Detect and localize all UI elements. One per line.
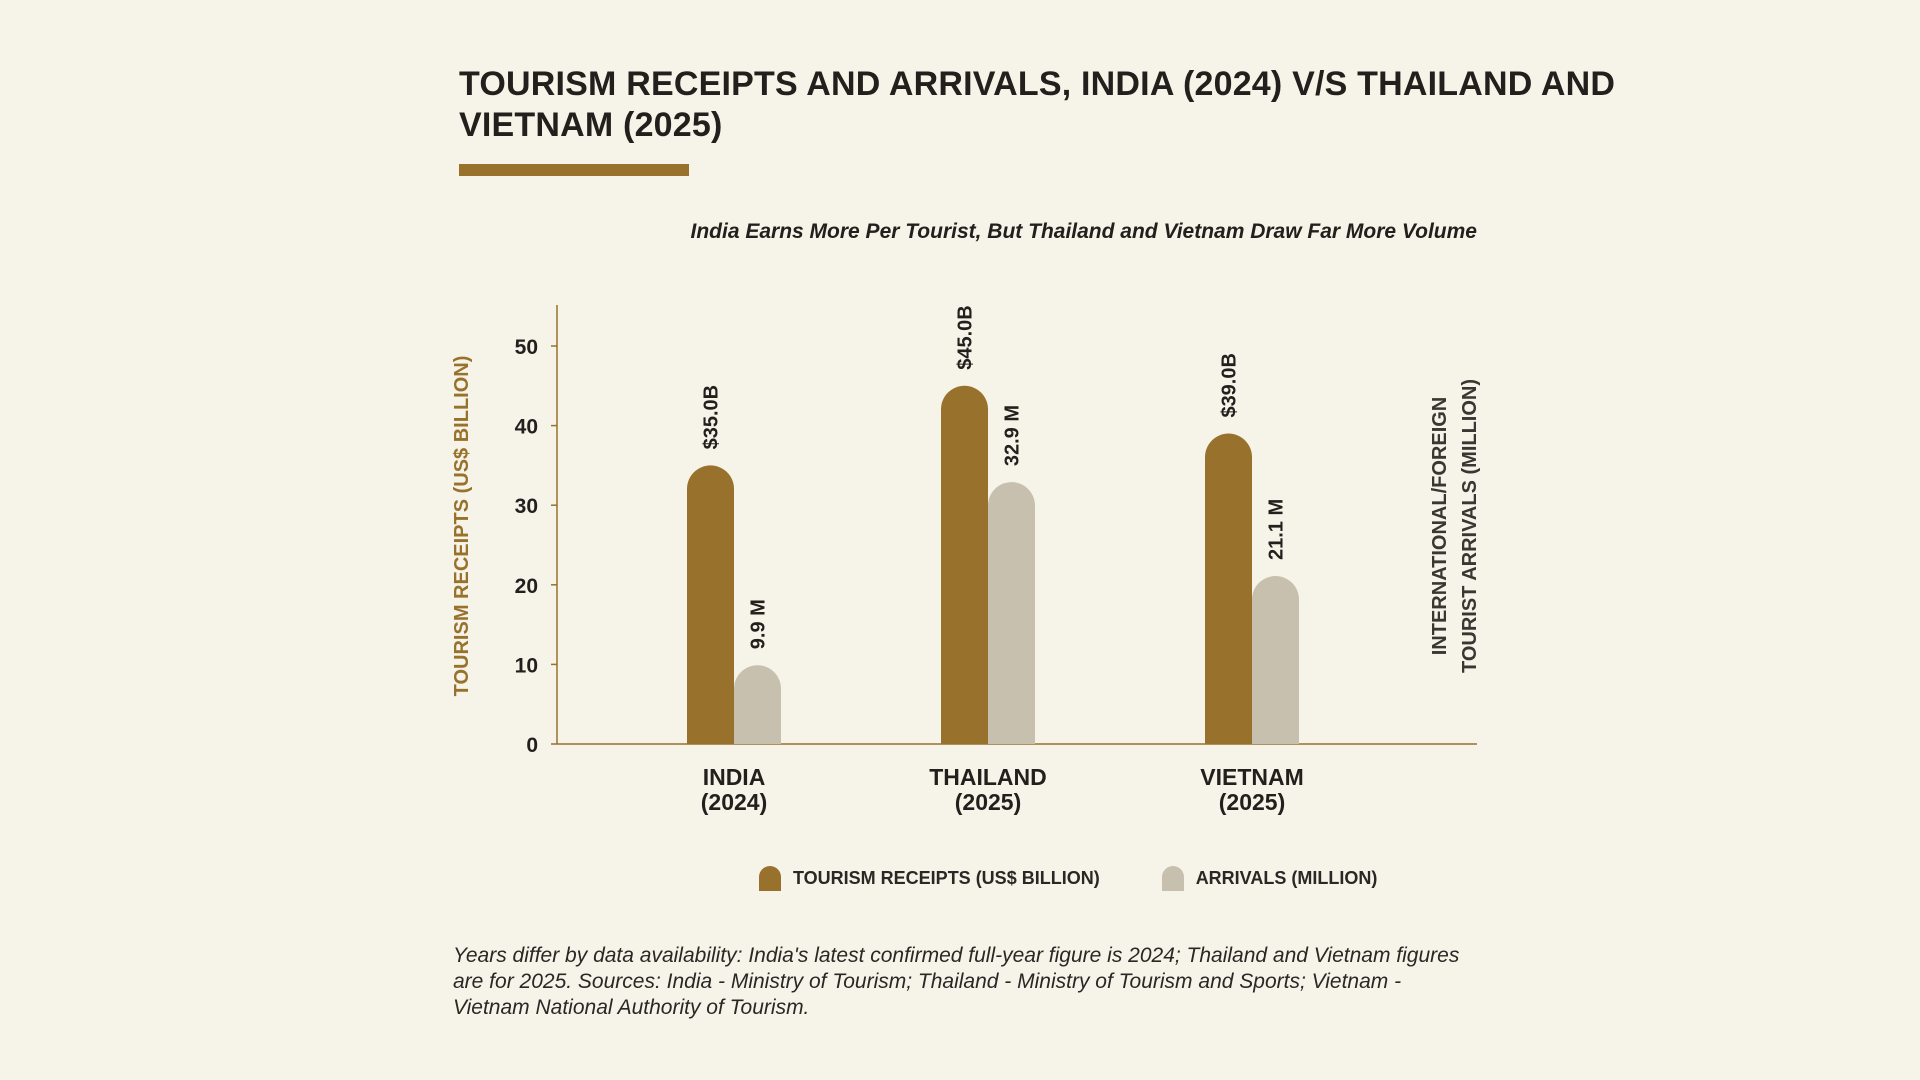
data-label-arrivals: 32.9 M: [1002, 405, 1024, 466]
bar-arrivals: [1252, 576, 1299, 744]
y-axis-label-right: TOURIST ARRIVALS (MILLION): [1459, 379, 1481, 673]
bar-arrivals: [734, 665, 781, 744]
bar-arrivals: [988, 482, 1035, 744]
chart-subtitle: India Earns More Per Tourist, But Thaila…: [690, 220, 1477, 243]
x-category-label: (2025): [1219, 789, 1285, 815]
legend-label-arrivals: ARRIVALS (MILLION): [1195, 868, 1378, 888]
y-tick-label: 50: [515, 336, 538, 359]
chart-legend: TOURISM RECEIPTS (US$ BILLION) ARRIVALS …: [759, 866, 1439, 891]
bar-receipts: [941, 385, 988, 744]
x-category-label: INDIA: [703, 764, 766, 790]
y-tick-label: 30: [515, 495, 538, 518]
data-label-arrivals: 9.9 M: [748, 599, 770, 649]
data-label-receipts: $35.0B: [701, 385, 723, 450]
x-category-label: (2024): [701, 789, 767, 815]
y-axis-label-right: INTERNATIONAL/FOREIGN: [1429, 397, 1451, 656]
y-tick-label: 0: [526, 734, 538, 757]
x-category-label: VIETNAM: [1200, 764, 1304, 790]
y-axis-label: TOURISM RECEIPTS (US$ BILLION): [451, 356, 473, 697]
x-category-label: (2025): [955, 789, 1021, 815]
y-tick-label: 10: [515, 654, 538, 677]
bar-receipts: [687, 465, 734, 744]
legend-label-receipts: TOURISM RECEIPTS (US$ BILLION): [793, 868, 1100, 888]
chart-title: TOURISM RECEIPTS AND ARRIVALS, INDIA (20…: [459, 65, 1616, 144]
title-accent-bar: [459, 164, 689, 176]
legend-swatch-receipts: [759, 866, 781, 891]
data-label-receipts: $45.0B: [955, 305, 977, 370]
data-label-arrivals: 21.1 M: [1266, 499, 1288, 560]
x-category-label: THAILAND: [929, 764, 1047, 790]
chart-footnote: Years differ by data availability: India…: [453, 944, 1460, 1019]
bar-receipts: [1205, 433, 1252, 744]
y-tick-label: 40: [515, 416, 538, 439]
data-label-receipts: $39.0B: [1219, 353, 1241, 418]
legend-item-arrivals: ARRIVALS (MILLION): [1161, 866, 1378, 891]
legend-item-receipts: TOURISM RECEIPTS (US$ BILLION): [759, 866, 1100, 891]
y-tick-label: 20: [515, 575, 538, 598]
legend-swatch-arrivals: [1161, 866, 1184, 891]
